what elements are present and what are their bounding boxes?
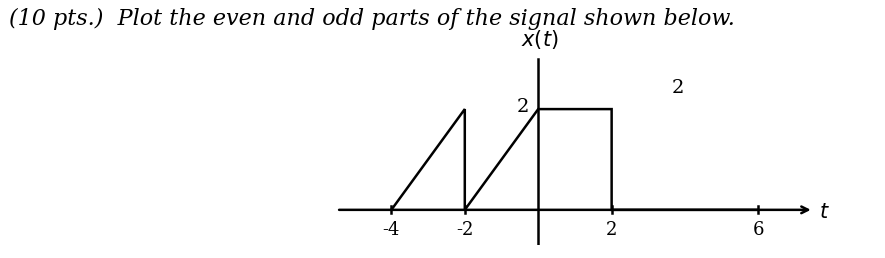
Text: 2: 2: [517, 98, 529, 116]
Text: 2: 2: [606, 221, 618, 239]
Text: -2: -2: [456, 221, 473, 239]
Text: $x(t)$: $x(t)$: [521, 28, 558, 51]
Text: $t$: $t$: [819, 203, 830, 222]
Text: -4: -4: [382, 221, 400, 239]
Text: (10 pts.)  Plot the even and odd parts of the signal shown below.: (10 pts.) Plot the even and odd parts of…: [9, 8, 735, 30]
Text: 6: 6: [753, 221, 765, 239]
Text: 2: 2: [672, 78, 684, 96]
